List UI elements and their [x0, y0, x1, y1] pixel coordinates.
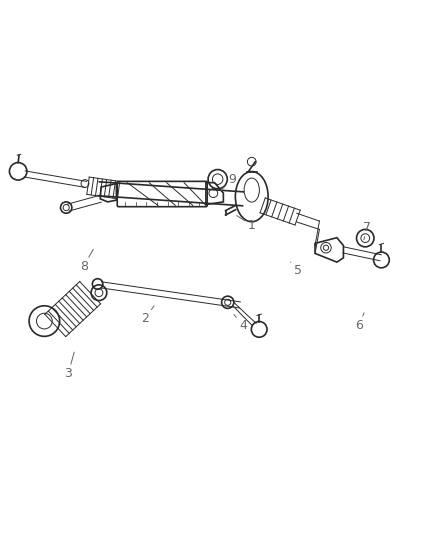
- Text: 6: 6: [355, 313, 364, 332]
- Text: 1: 1: [237, 215, 256, 231]
- Text: 5: 5: [290, 262, 302, 277]
- Text: 7: 7: [364, 221, 371, 240]
- Text: 9: 9: [221, 173, 236, 190]
- Text: 3: 3: [64, 352, 74, 380]
- Text: 4: 4: [234, 314, 247, 332]
- Text: 2: 2: [141, 306, 154, 325]
- Text: 8: 8: [80, 249, 93, 273]
